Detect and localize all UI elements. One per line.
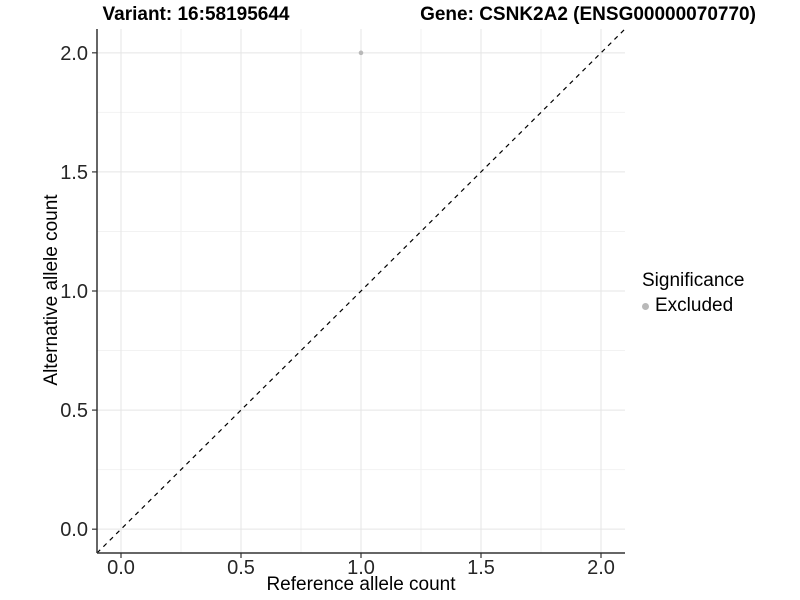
legend-point-icon	[642, 302, 649, 310]
x-tick-label: 0.0	[107, 557, 135, 579]
variant-title: Variant: 16:58195644	[102, 4, 290, 25]
gene-title: Gene: CSNK2A2 (ENSG00000070770)	[420, 4, 756, 25]
y-tick-label: 1.0	[60, 281, 88, 303]
data-point	[358, 50, 364, 56]
y-tick-label: 0.5	[60, 400, 88, 422]
y-axis-title: Alternative allele count	[41, 194, 62, 386]
legend-item-label: Excluded	[655, 294, 734, 316]
x-tick-label: 2.0	[587, 557, 615, 579]
legend-item-excluded: Excluded	[642, 295, 744, 318]
x-tick-label: 1.5	[467, 557, 495, 579]
legend: Significance Excluded	[642, 270, 744, 318]
y-tick-label: 0.0	[60, 519, 88, 541]
x-tick-label: 0.5	[227, 557, 255, 579]
y-tick-label: 2.0	[60, 43, 88, 65]
x-tick-label: 1.0	[347, 557, 375, 579]
legend-title: Significance	[642, 270, 745, 291]
y-tick-label: 1.5	[60, 162, 88, 184]
identity-dashed-line	[96, 28, 626, 554]
x-axis-title: Reference allele count	[266, 574, 456, 595]
